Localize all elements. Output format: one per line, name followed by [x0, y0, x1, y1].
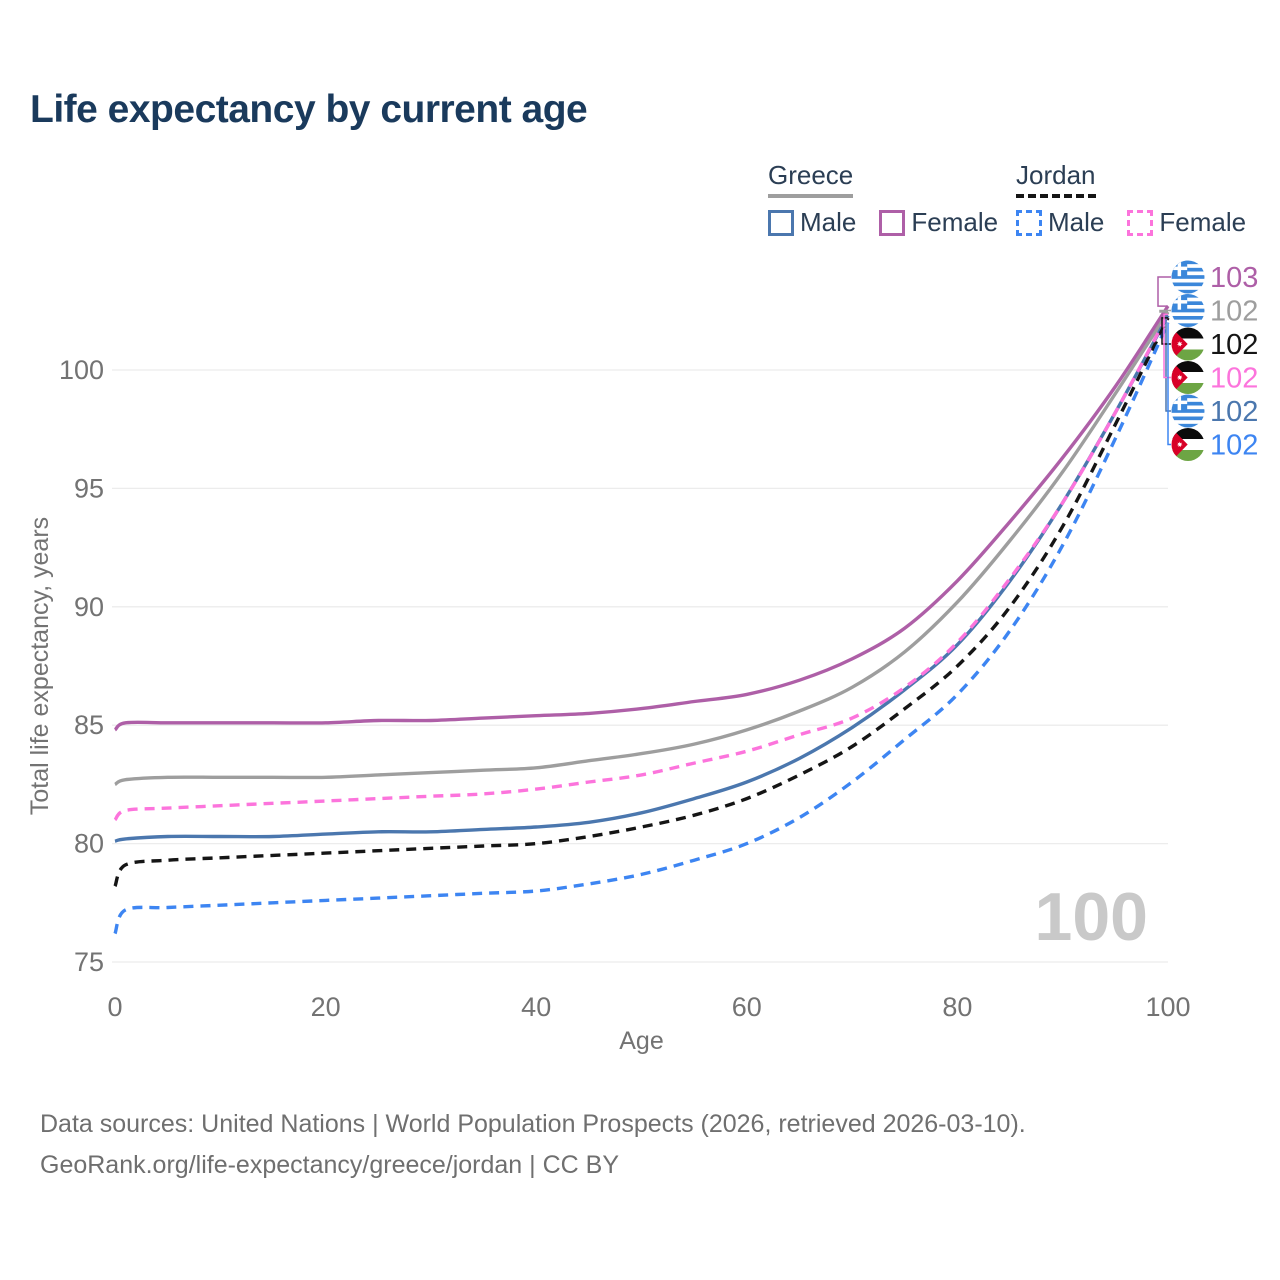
y-tick-label: 90: [74, 592, 104, 622]
x-tick-label: 40: [521, 992, 551, 1022]
jordan-linestyle-swatch: [1016, 194, 1096, 198]
legend-item-jordan-male[interactable]: Male: [1016, 207, 1104, 238]
jordan-male-swatch-icon: [1016, 209, 1042, 236]
greece-flag-icon: [1171, 394, 1205, 428]
leader-line-jordan-male: [1167, 322, 1171, 446]
x-tick-label: 60: [732, 992, 762, 1022]
x-axis-title: Age: [619, 1027, 663, 1055]
jordan-flag-icon: [1171, 361, 1205, 394]
legend-group-jordan: Jordan Male Female: [1016, 160, 1246, 238]
age-watermark: 100: [1035, 879, 1148, 955]
greece-flag-icon: [1171, 260, 1205, 294]
y-axis-title: Total life expectancy, years: [26, 517, 54, 815]
end-value-label-greece-female: 103: [1210, 262, 1258, 294]
gridlines: [112, 369, 1168, 963]
end-value-label-jordan-female: 102: [1210, 363, 1258, 395]
footer-line-1: Data sources: United Nations | World Pop…: [40, 1110, 1026, 1138]
x-tick-label: 100: [1145, 992, 1190, 1022]
series-line-jordan-total[interactable]: [113, 317, 1170, 887]
legend-item-greece-female[interactable]: Female: [879, 207, 998, 238]
legend-item-label: Female: [911, 207, 999, 237]
legend-country-greece[interactable]: Greece: [768, 160, 854, 198]
legend-item-jordan-female[interactable]: Female: [1127, 207, 1246, 238]
data-source-footer: Data sources: United Nations | World Pop…: [40, 1104, 1026, 1186]
jordan-female-swatch-icon: [1127, 209, 1154, 236]
x-tick-label: 20: [311, 992, 341, 1022]
legend-country-label: Jordan: [1016, 160, 1096, 190]
page-title: Life expectancy by current age: [30, 88, 588, 131]
jordan-flag-icon: [1171, 327, 1205, 361]
series-line-jordan-male[interactable]: [113, 321, 1170, 935]
greece-flag-icon: [1171, 294, 1205, 327]
x-tick-label: 0: [107, 992, 122, 1022]
y-tick-label: 85: [74, 710, 104, 740]
legend-item-label: Female: [1159, 207, 1247, 237]
y-tick-label: 100: [59, 355, 104, 385]
y-tick-label: 80: [74, 829, 104, 859]
legend-item-label: Male: [1048, 207, 1105, 237]
end-value-label-jordan-male: 102: [1210, 430, 1258, 462]
greece-male-swatch-icon: [768, 209, 794, 236]
end-value-label-greece-total: 102: [1210, 296, 1258, 328]
legend-group-greece: Greece Male Female: [768, 160, 998, 238]
leader-line-jordan-total: [1161, 317, 1171, 345]
series-line-greece-total[interactable]: [114, 311, 1170, 786]
y-tick-label: 75: [74, 947, 104, 977]
leader-line-greece-female: [1157, 276, 1171, 307]
end-value-label-jordan-total: 102: [1210, 329, 1258, 361]
greece-linestyle-swatch: [768, 194, 854, 198]
footer-line-2: GeoRank.org/life-expectancy/greece/jorda…: [40, 1151, 620, 1179]
legend-country-jordan[interactable]: Jordan: [1016, 160, 1096, 198]
y-tick-label: 95: [74, 473, 104, 503]
series-line-greece-male[interactable]: [114, 314, 1170, 843]
legend-item-greece-male[interactable]: Male: [768, 207, 856, 238]
end-value-label-greece-male: 102: [1210, 396, 1258, 428]
legend-country-label: Greece: [768, 160, 854, 190]
x-tick-label: 80: [942, 992, 972, 1022]
leader-line-greece-total: [1159, 309, 1171, 313]
legend-item-label: Male: [800, 207, 857, 237]
greece-female-swatch-icon: [879, 209, 906, 236]
series-line-jordan-female[interactable]: [113, 313, 1170, 822]
series-line-greece-female[interactable]: [113, 305, 1170, 732]
jordan-flag-icon: [1171, 428, 1205, 461]
